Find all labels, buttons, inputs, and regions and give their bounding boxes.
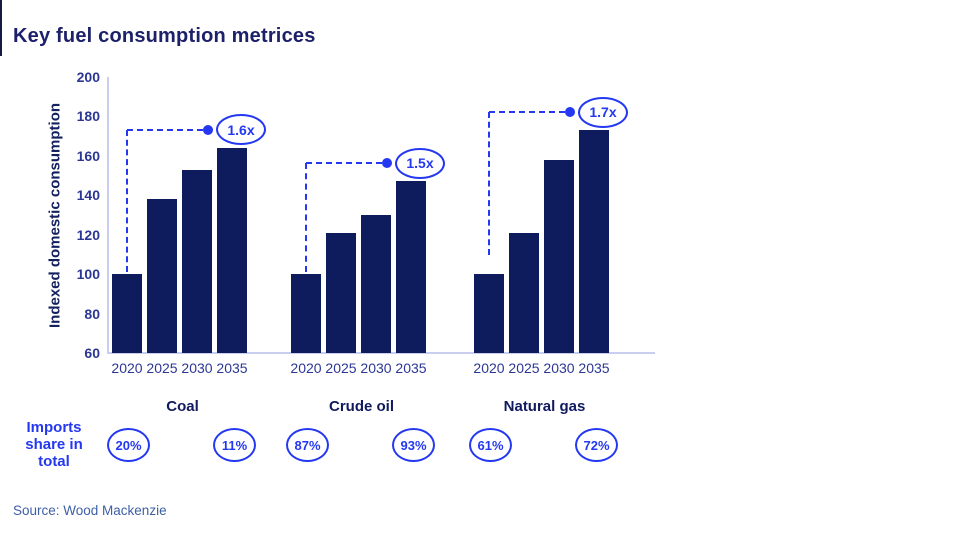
annotation-vertical-dash: [488, 112, 490, 255]
bar-natural-gas-2025: [509, 232, 539, 353]
x-axis-year-label: 2025: [325, 360, 357, 376]
imports-share-badge-2020: 20%: [107, 428, 150, 462]
page-title: Key fuel consumption metrices: [13, 25, 316, 47]
x-axis-year-label: 2035: [216, 360, 248, 376]
annotation-dot: [565, 107, 575, 118]
bar-coal-2030: [182, 169, 212, 353]
bar-crude-oil-2035: [396, 181, 426, 353]
imports-share-badge-2035: 72%: [575, 428, 618, 462]
annotation-horizontal-dash: [306, 162, 382, 165]
x-axis-year-label: 2030: [360, 360, 392, 376]
bar-crude-oil-2030: [361, 215, 391, 353]
x-axis-year-label: 2030: [181, 360, 213, 376]
x-axis-year-label: 2035: [578, 360, 610, 376]
annotation-horizontal-dash: [489, 111, 565, 114]
y-axis-tick-label: 60: [84, 345, 100, 361]
bar-natural-gas-2030: [544, 159, 574, 353]
x-axis-year-label: 2025: [146, 360, 178, 376]
annotation-dot: [382, 158, 392, 169]
multiplier-badge: 1.5x: [395, 147, 445, 179]
imports-share-row-label: Imports share in total: [25, 419, 83, 470]
multiplier-badge: 1.7x: [578, 96, 628, 128]
x-axis-year-label: 2035: [395, 360, 427, 376]
bar-crude-oil-2020: [291, 274, 321, 353]
x-axis-year-label: 2020: [111, 360, 143, 376]
imports-share-badge-2020: 61%: [469, 428, 512, 462]
y-axis-line: [107, 77, 109, 353]
bar-coal-2035: [217, 147, 247, 353]
x-axis-year-label: 2025: [508, 360, 540, 376]
y-axis-tick-label: 140: [76, 187, 100, 204]
y-axis-tick-label: 80: [84, 305, 100, 322]
bar-crude-oil-2025: [326, 232, 356, 353]
group-label-coal: Coal: [166, 398, 199, 415]
annotation-dot: [203, 124, 213, 135]
y-axis-tick-label: 120: [76, 226, 100, 243]
y-axis-tick-label: 180: [76, 108, 100, 125]
imports-share-badge-2035: 93%: [392, 428, 435, 462]
bar-natural-gas-2020: [474, 274, 504, 353]
x-axis-year-label: 2030: [543, 360, 575, 376]
bar-coal-2025: [147, 199, 177, 353]
group-label-crude-oil: Crude oil: [328, 398, 394, 415]
imports-share-badge-2035: 11%: [213, 428, 256, 462]
imports-share-badge-2020: 87%: [286, 428, 329, 462]
slide-edge-mark: [0, 0, 2, 56]
annotation-vertical-dash: [305, 163, 307, 273]
y-axis-tick-label: 160: [76, 147, 100, 164]
y-axis-tick-label: 200: [76, 69, 100, 85]
x-axis-year-label: 2020: [473, 360, 505, 376]
bar-coal-2020: [112, 274, 142, 353]
bar-natural-gas-2035: [579, 130, 609, 353]
y-axis-tick-label: 100: [76, 266, 100, 283]
source-note: Source: Wood Mackenzie: [13, 503, 167, 518]
y-axis-label: Indexed domestic consumption: [46, 102, 64, 329]
annotation-horizontal-dash: [127, 128, 203, 131]
x-axis-year-label: 2020: [290, 360, 322, 376]
annotation-vertical-dash: [126, 129, 128, 273]
multiplier-badge: 1.6x: [216, 114, 266, 146]
group-label-natural-gas: Natural gas: [503, 398, 586, 415]
x-axis-baseline: [107, 352, 655, 354]
